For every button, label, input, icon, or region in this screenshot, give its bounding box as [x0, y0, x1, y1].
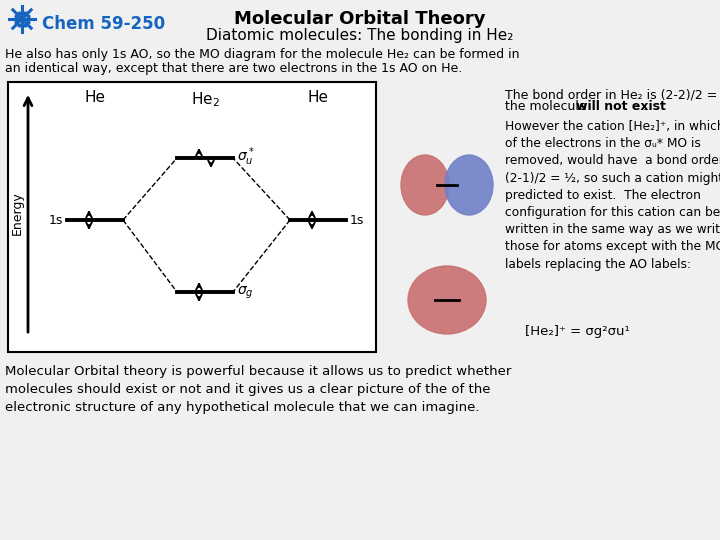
Text: He: He — [84, 90, 106, 105]
Text: Diatomic molecules: The bonding in He₂: Diatomic molecules: The bonding in He₂ — [207, 28, 513, 43]
Text: .: . — [643, 100, 647, 113]
Text: will not exist: will not exist — [576, 100, 666, 113]
Text: the molecule: the molecule — [505, 100, 590, 113]
Text: The bond order in He₂ is (2-2)/2 = 0, so: The bond order in He₂ is (2-2)/2 = 0, so — [505, 88, 720, 101]
Text: Chem 59-250: Chem 59-250 — [42, 15, 165, 33]
Text: Energy: Energy — [11, 191, 24, 235]
Ellipse shape — [401, 155, 449, 215]
Text: He$_2$: He$_2$ — [191, 90, 220, 109]
Text: He also has only 1s AO, so the MO diagram for the molecule He₂ can be formed in: He also has only 1s AO, so the MO diagra… — [5, 48, 520, 61]
Text: However the cation [He₂]⁺, in which one
of the electrons in the σᵤ* MO is
remove: However the cation [He₂]⁺, in which one … — [505, 120, 720, 271]
Text: $\sigma_u^*$: $\sigma_u^*$ — [237, 146, 255, 168]
Text: Molecular Orbital theory is powerful because it allows us to predict whether
mol: Molecular Orbital theory is powerful bec… — [5, 365, 511, 414]
Text: [He₂]⁺ = σg²σu¹: [He₂]⁺ = σg²σu¹ — [525, 325, 630, 338]
Bar — [8, 82, 376, 352]
Text: 1s: 1s — [350, 214, 364, 227]
Ellipse shape — [445, 155, 493, 215]
Text: He: He — [307, 90, 328, 105]
Text: 1s: 1s — [49, 214, 63, 227]
Text: Molecular Orbital Theory: Molecular Orbital Theory — [234, 10, 486, 28]
Text: $\sigma_g$: $\sigma_g$ — [237, 285, 253, 301]
Ellipse shape — [408, 266, 486, 334]
Text: an identical way, except that there are two electrons in the 1s AO on He.: an identical way, except that there are … — [5, 62, 462, 75]
